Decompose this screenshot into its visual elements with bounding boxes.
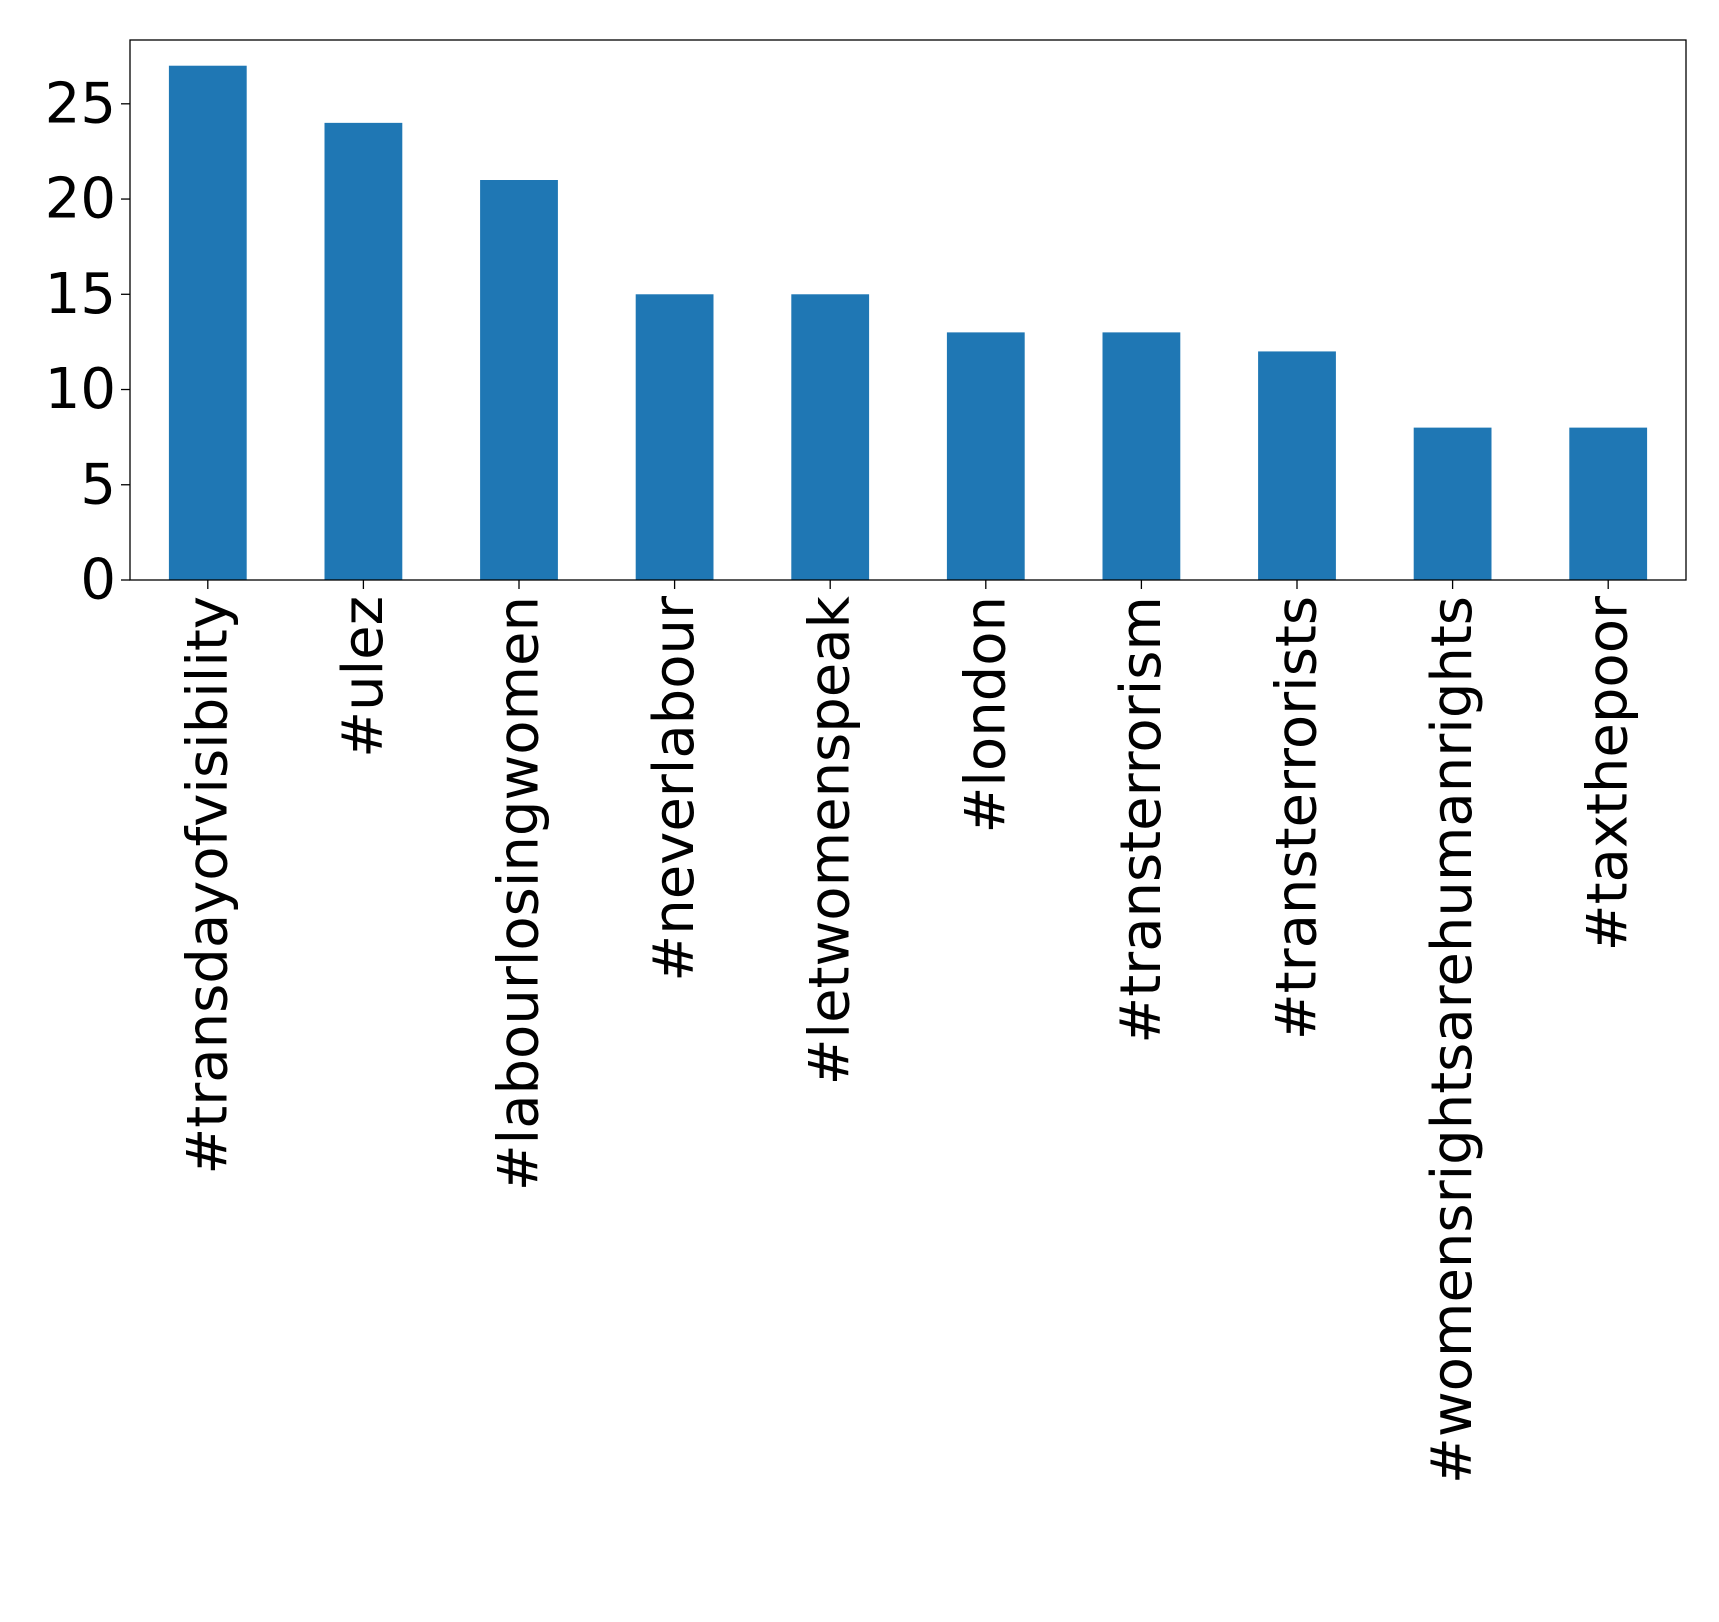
bar-womensrightsarehumanrights bbox=[1413, 427, 1492, 580]
plot-frame bbox=[129, 39, 1687, 581]
bar-transdayofvisibility bbox=[168, 65, 247, 580]
x-tick-label: #ulez bbox=[331, 596, 396, 758]
bar-transterrorism bbox=[1102, 332, 1181, 580]
bar-neverlabour bbox=[635, 294, 714, 580]
bars-group bbox=[168, 65, 1648, 580]
y-tick-label: 10 bbox=[45, 357, 116, 422]
x-tick-label: #transterrorists bbox=[1265, 596, 1330, 1040]
bar-ulez bbox=[324, 122, 403, 580]
x-tick-label: #london bbox=[953, 596, 1018, 834]
x-tick-label: #neverlabour bbox=[642, 595, 707, 982]
y-tick-label: 25 bbox=[45, 71, 116, 136]
x-tick-label: #letwomenspeak bbox=[798, 595, 863, 1085]
x-tick-label: #labourlosingwomen bbox=[487, 596, 552, 1191]
bar-labourlosingwomen bbox=[480, 180, 558, 580]
bar-transterrorists bbox=[1258, 351, 1336, 580]
x-axis: #transdayofvisibility #ulez #labourlosingw… bbox=[175, 580, 1641, 1484]
y-tick-label: 0 bbox=[80, 548, 116, 613]
bar-london bbox=[946, 332, 1025, 580]
y-tick-label: 15 bbox=[45, 262, 116, 327]
x-tick-label: #taxthepoor bbox=[1576, 595, 1641, 951]
y-tick-label: 20 bbox=[45, 167, 116, 232]
y-axis: 0 5 10 15 20 25 bbox=[45, 71, 130, 613]
x-tick-label: #transdayofvisibility bbox=[175, 596, 240, 1175]
y-tick-label: 5 bbox=[80, 452, 116, 517]
bar-taxthepoor bbox=[1569, 427, 1648, 580]
bar-letwomenspeak bbox=[791, 294, 870, 580]
x-tick-label: #transterrorism bbox=[1109, 596, 1174, 1044]
x-tick-label: #womensrightsarehumanrights bbox=[1420, 596, 1485, 1484]
axes-spines bbox=[129, 39, 1687, 581]
